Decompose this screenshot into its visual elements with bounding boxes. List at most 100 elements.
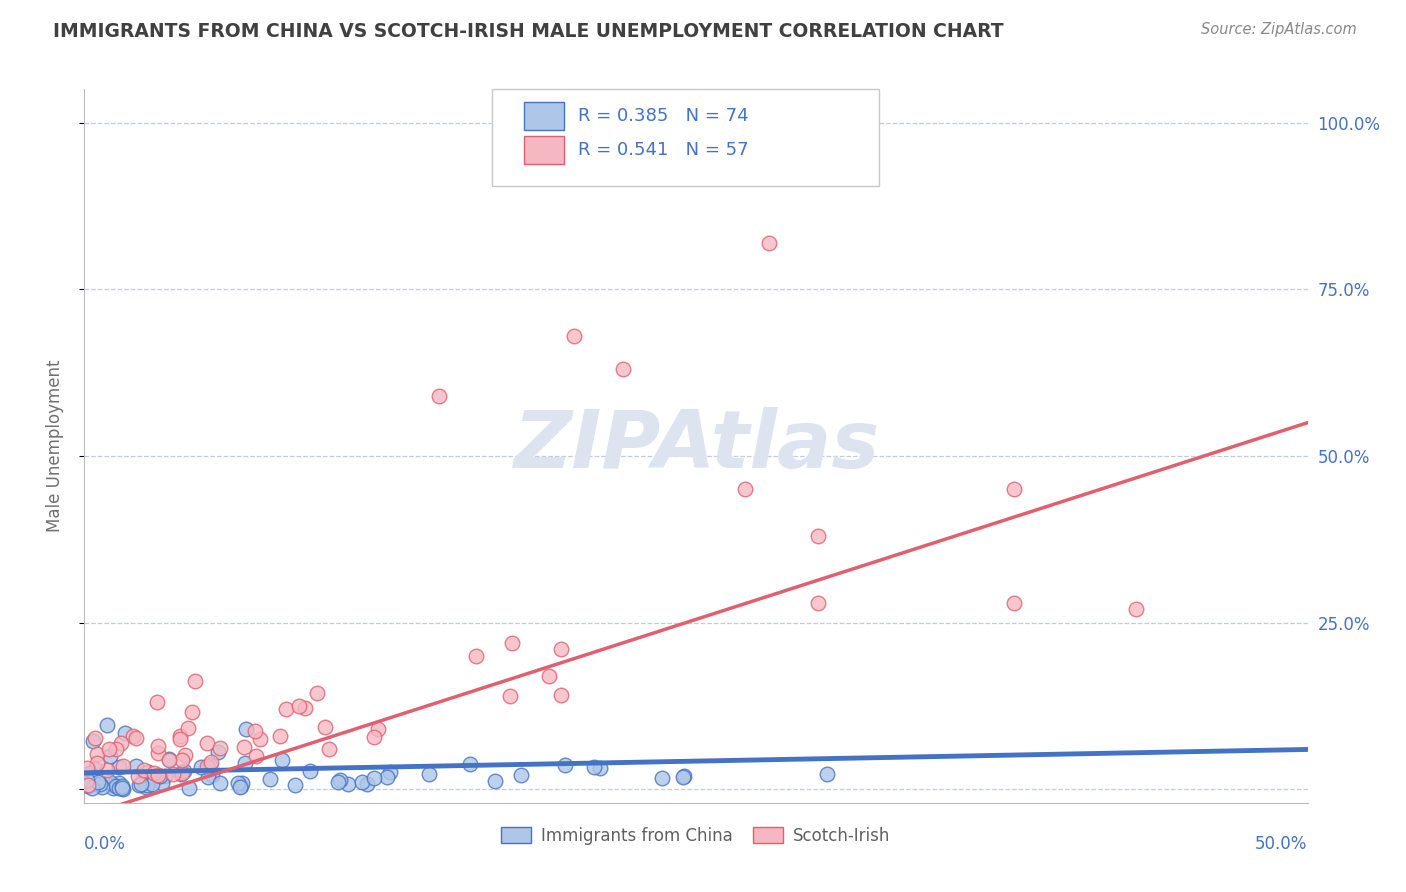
- Point: [170, 766, 193, 780]
- Point: [233, 756, 256, 771]
- Point: [318, 742, 340, 756]
- Point: [176, 721, 198, 735]
- Point: [114, 726, 136, 740]
- Point: [538, 669, 561, 683]
- Point: [229, 779, 252, 793]
- Point: [96, 717, 118, 731]
- Point: [226, 776, 249, 790]
- Point: [136, 764, 159, 779]
- Point: [367, 723, 389, 737]
- Point: [671, 771, 693, 785]
- Point: [129, 777, 152, 791]
- Point: [146, 767, 169, 781]
- Point: [550, 642, 572, 657]
- Point: [190, 760, 212, 774]
- Point: [259, 772, 281, 786]
- Point: [198, 757, 221, 772]
- Point: [142, 766, 165, 780]
- Point: [86, 775, 108, 789]
- Point: [284, 779, 307, 793]
- Point: [173, 764, 195, 779]
- Point: [134, 763, 156, 777]
- Point: [110, 736, 132, 750]
- Point: [79, 766, 101, 780]
- Point: [77, 778, 100, 792]
- Point: [86, 747, 108, 762]
- Text: IMMIGRANTS FROM CHINA VS SCOTCH-IRISH MALE UNEMPLOYMENT CORRELATION CHART: IMMIGRANTS FROM CHINA VS SCOTCH-IRISH MA…: [53, 22, 1004, 41]
- Point: [363, 771, 385, 785]
- Point: [307, 686, 329, 700]
- Text: ZIPAtlas: ZIPAtlas: [513, 407, 879, 485]
- Point: [180, 705, 202, 719]
- Point: [276, 702, 298, 716]
- Point: [177, 780, 200, 795]
- Point: [484, 773, 506, 788]
- Point: [550, 688, 572, 702]
- Point: [201, 768, 224, 782]
- Point: [229, 780, 252, 794]
- Point: [111, 759, 134, 773]
- Point: [146, 746, 169, 760]
- Y-axis label: Male Unemployment: Male Unemployment: [45, 359, 63, 533]
- Point: [111, 780, 134, 794]
- Point: [200, 756, 222, 770]
- Point: [82, 780, 104, 795]
- Point: [807, 529, 830, 543]
- Point: [98, 775, 121, 789]
- Point: [329, 772, 352, 787]
- Point: [107, 760, 129, 774]
- Point: [157, 753, 180, 767]
- Point: [208, 776, 231, 790]
- Point: [125, 731, 148, 745]
- Point: [169, 731, 191, 746]
- Point: [173, 748, 195, 763]
- Point: [172, 765, 194, 780]
- Text: R = 0.385   N = 74: R = 0.385 N = 74: [578, 107, 748, 125]
- Point: [1125, 602, 1147, 616]
- Point: [245, 749, 267, 764]
- Point: [77, 779, 100, 793]
- Point: [612, 362, 634, 376]
- Point: [172, 753, 194, 767]
- Point: [146, 695, 169, 709]
- Point: [270, 753, 292, 767]
- Point: [499, 690, 522, 704]
- Point: [153, 769, 176, 783]
- Point: [183, 673, 205, 688]
- Point: [807, 596, 830, 610]
- Point: [108, 775, 131, 789]
- Point: [1002, 596, 1025, 610]
- Point: [86, 756, 108, 770]
- Point: [103, 780, 125, 795]
- Point: [132, 774, 155, 789]
- Point: [97, 742, 120, 756]
- Point: [108, 780, 131, 795]
- Point: [502, 636, 524, 650]
- Point: [1002, 483, 1025, 497]
- Point: [336, 777, 359, 791]
- Point: [562, 329, 585, 343]
- Point: [162, 766, 184, 780]
- Point: [207, 745, 229, 759]
- Point: [458, 756, 481, 771]
- Point: [197, 771, 219, 785]
- Point: [111, 781, 134, 796]
- Point: [124, 759, 146, 773]
- Point: [105, 779, 128, 793]
- Point: [510, 768, 533, 782]
- Point: [82, 734, 104, 748]
- Point: [169, 730, 191, 744]
- Point: [815, 767, 838, 781]
- Point: [673, 769, 696, 783]
- Point: [122, 729, 145, 743]
- Point: [326, 775, 349, 789]
- Point: [356, 777, 378, 791]
- Point: [195, 759, 218, 773]
- Point: [231, 776, 253, 790]
- Point: [152, 775, 174, 789]
- Point: [758, 235, 780, 250]
- Point: [84, 777, 107, 791]
- Legend: Immigrants from China, Scotch-Irish: Immigrants from China, Scotch-Irish: [495, 821, 897, 852]
- Point: [132, 773, 155, 788]
- Point: [128, 778, 150, 792]
